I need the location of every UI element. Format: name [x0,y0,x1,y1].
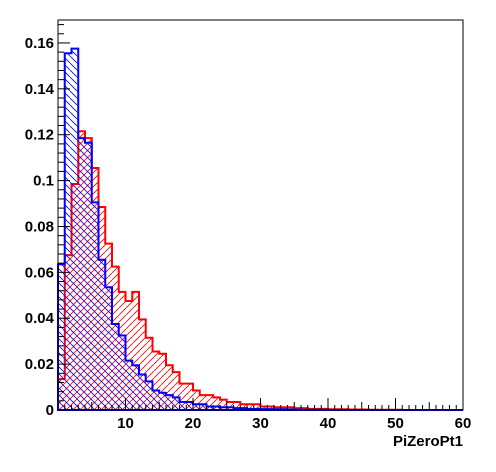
y-axis-ticks: 0 0.02 0.04 0.06 0.08 0.1 0.12 0.14 0.16 [25,24,70,419]
y-tick-label: 0.04 [25,310,55,327]
x-tick-label: 50 [387,415,404,432]
y-tick-label: 0.02 [25,356,54,373]
x-tick-label: 60 [455,415,472,432]
y-tick-label: 0.08 [25,218,54,235]
y-tick-label: 0 [46,402,54,419]
x-axis-ticks: 10 20 30 40 50 60 [57,398,472,432]
x-tick-label: 30 [252,415,269,432]
x-axis-title: PiZeroPt1 [393,433,463,450]
x-tick-label: 40 [320,415,337,432]
y-tick-label: 0.1 [33,173,54,190]
x-tick-label: 20 [185,415,202,432]
y-tick-label: 0.14 [25,81,55,98]
y-tick-label: 0.06 [25,264,54,281]
x-tick-label: 10 [117,415,134,432]
y-tick-label: 0.12 [25,127,54,144]
y-tick-label: 0.16 [25,35,54,52]
